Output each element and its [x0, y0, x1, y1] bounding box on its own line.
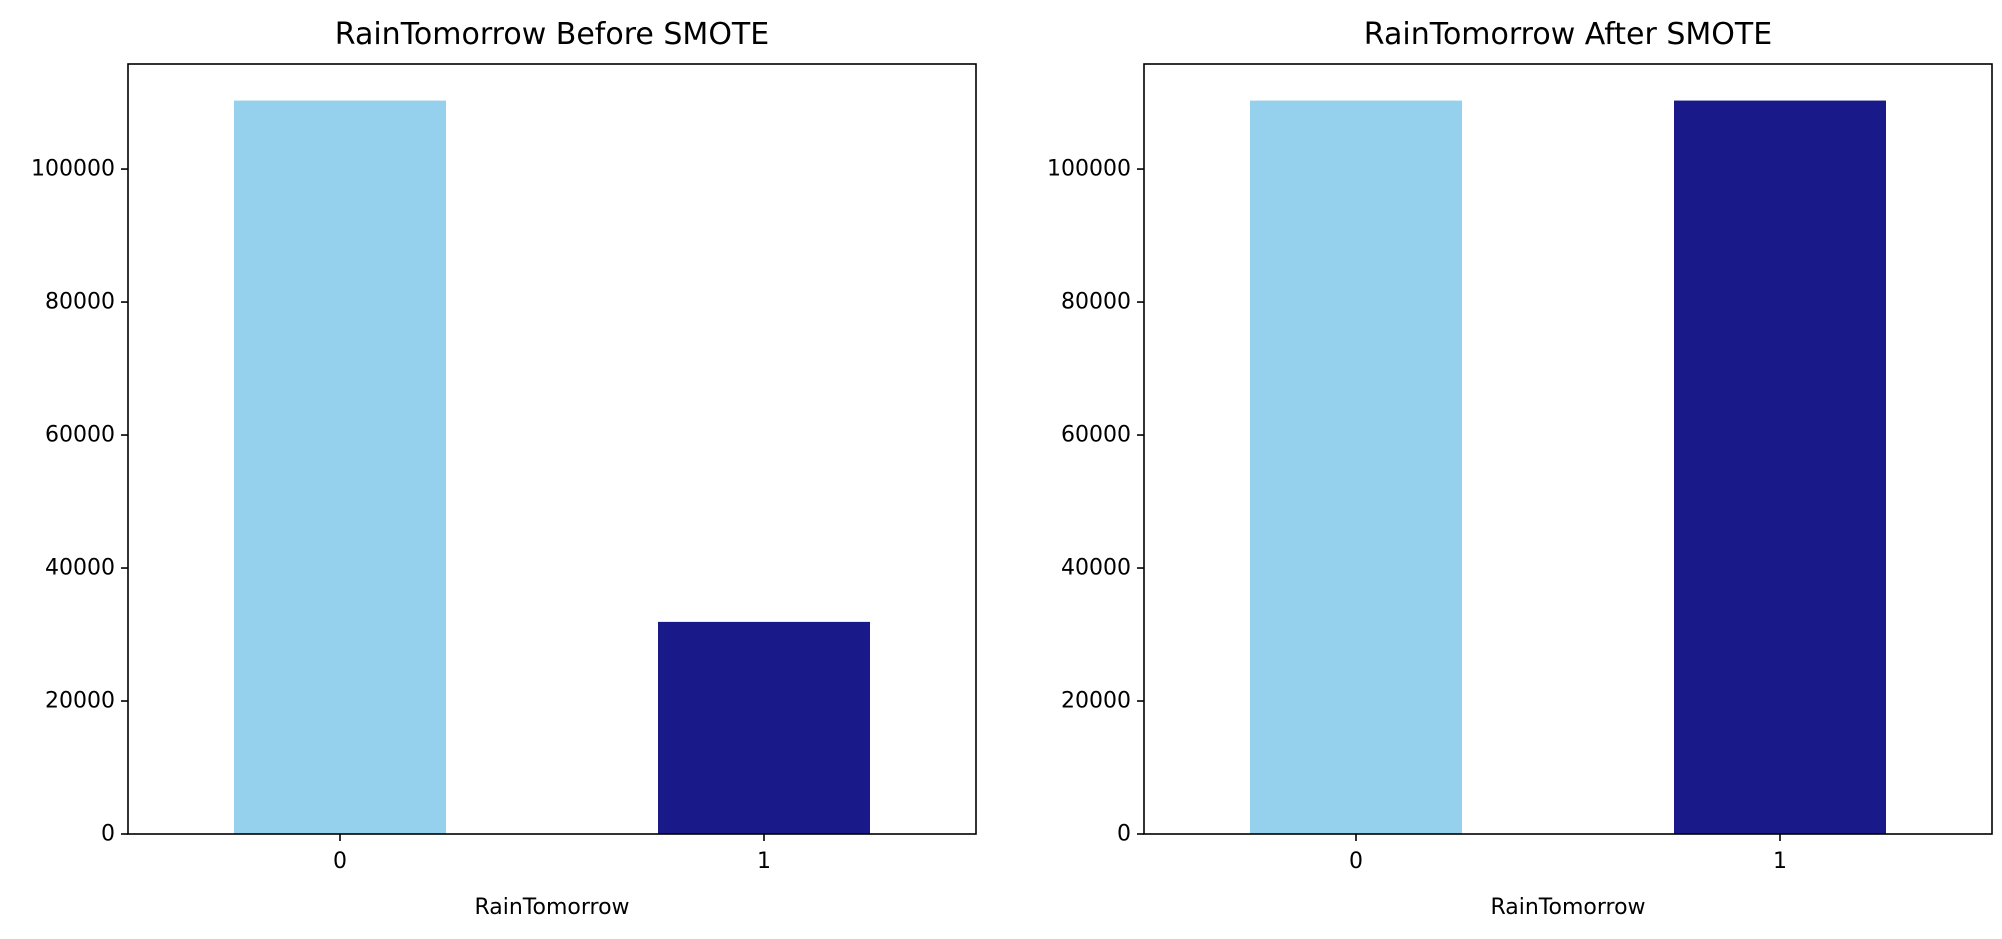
x-tick-label: 1 [1773, 849, 1787, 874]
x-tick-label: 0 [333, 849, 347, 874]
chart-before-smote: 0 20000 40000 60000 80000 100000 0 1 RainTomorro… [31, 17, 977, 920]
x-tick-label: 0 [1349, 849, 1363, 874]
x-axis-label: RainTomorrow [474, 895, 629, 920]
x-axis-label: RainTomorrow [1490, 895, 1645, 920]
chart-after-smote: 0 20000 40000 60000 80000 100000 0 1 RainTomorro… [1047, 17, 1993, 920]
bar-1 [658, 621, 870, 834]
y-tick-label: 0 [101, 822, 115, 847]
y-tick-label: 80000 [45, 290, 115, 315]
y-tick-label: 40000 [45, 556, 115, 581]
bar-0 [1250, 100, 1462, 835]
plot-frame [127, 63, 977, 835]
chart-title: RainTomorrow Before SMOTE [335, 17, 769, 52]
y-tick-label: 20000 [45, 689, 115, 714]
bar-0 [234, 100, 446, 835]
y-tick-label: 80000 [1061, 290, 1131, 315]
y-tick-label: 60000 [1061, 423, 1131, 448]
plot-frame [1143, 63, 1993, 835]
y-tick-label: 0 [1117, 822, 1131, 847]
bar-1 [1674, 100, 1886, 835]
chart-title: RainTomorrow After SMOTE [1364, 17, 1772, 52]
y-tick-label: 100000 [31, 157, 115, 182]
x-tick-label: 1 [757, 849, 771, 874]
y-tick-label: 100000 [1047, 157, 1131, 182]
y-tick-label: 20000 [1061, 689, 1131, 714]
y-tick-label: 40000 [1061, 556, 1131, 581]
y-tick-label: 60000 [45, 423, 115, 448]
